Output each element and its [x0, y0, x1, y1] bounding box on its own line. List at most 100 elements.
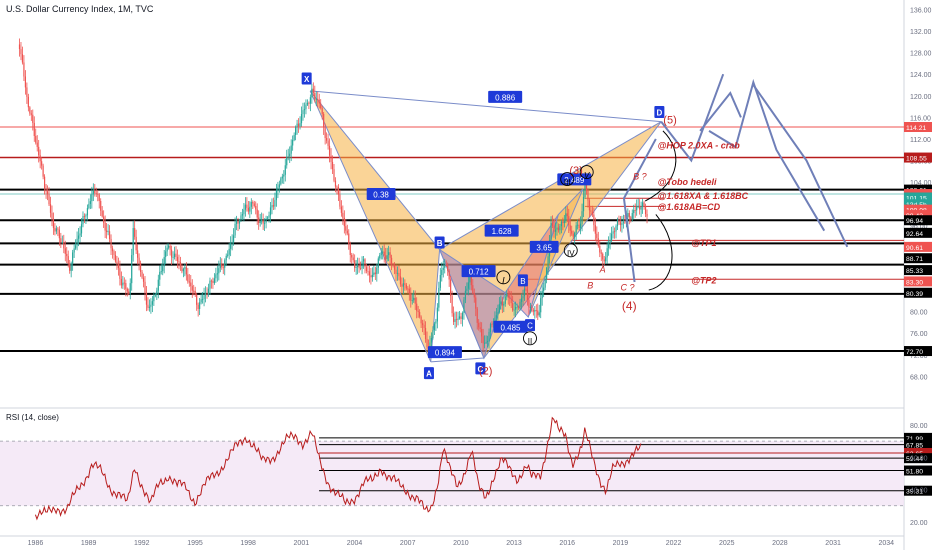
price-tag-bg: [904, 241, 932, 252]
candle-body: [411, 300, 413, 302]
price-tag: 114.21: [906, 125, 927, 132]
candle-body: [532, 309, 534, 312]
candle-body: [88, 203, 90, 209]
candle-body: [153, 295, 155, 302]
time-tick: 2016: [559, 540, 575, 547]
ac-line: [430, 357, 484, 363]
candle-body: [36, 142, 38, 147]
candle-body: [520, 298, 523, 302]
candle-body: [156, 290, 158, 295]
candle-body: [413, 297, 415, 301]
price-tick: 132.00: [910, 29, 932, 36]
candle-body: [388, 252, 390, 256]
ratio-label: 0.485: [500, 323, 521, 332]
candle-body: [216, 273, 218, 275]
candle-body: [160, 271, 162, 273]
candle-body: [454, 319, 456, 322]
candle-body: [108, 231, 111, 239]
candle-body: [383, 251, 385, 256]
candle-body: [64, 248, 66, 254]
candle-body: [452, 313, 455, 322]
candle-body: [582, 196, 585, 212]
candle-body: [398, 272, 400, 277]
ratio-label-bg: [529, 240, 559, 253]
price-tag-bg: [904, 346, 932, 357]
candle-body: [206, 293, 208, 295]
price-tag-bg: [904, 265, 932, 276]
candle-body: [395, 269, 397, 274]
candle-body: [528, 299, 530, 308]
candle-body: [66, 253, 68, 257]
candle-body: [207, 288, 210, 295]
candle-body: [27, 96, 29, 108]
price-tick: 104.00: [910, 180, 932, 187]
candle-body: [182, 268, 184, 272]
candle-body: [41, 161, 43, 166]
chart-title: U.S. Dollar Currency Index, 1M, TVC: [6, 4, 154, 14]
candle-body: [137, 250, 139, 258]
candle-body: [85, 215, 87, 217]
candle-body: [107, 231, 109, 233]
candle-body: [410, 293, 412, 301]
price-tag: 72.70: [906, 349, 923, 356]
candle-body: [45, 188, 47, 192]
candle-body: [578, 224, 580, 229]
candle-body: [616, 220, 619, 227]
candle-body: [126, 288, 128, 292]
wave-label: V: [584, 171, 590, 180]
candle-body: [278, 184, 280, 188]
candle-body: [179, 261, 182, 267]
candle-body: [390, 257, 393, 265]
candle-body: [169, 245, 171, 250]
candle-body: [117, 264, 120, 269]
candle-body: [299, 123, 301, 127]
candle-body: [185, 267, 187, 275]
candle-body: [212, 281, 214, 283]
candle-body: [243, 209, 245, 215]
candle-body: [46, 191, 49, 195]
candle-body: [596, 233, 598, 239]
candle-body: [348, 233, 350, 244]
harmonic-xab: [309, 90, 441, 363]
candle-body: [219, 264, 221, 269]
candle-body: [374, 272, 376, 275]
candle-body: [235, 220, 238, 224]
candle-body: [550, 222, 552, 241]
rsi-level-tag: 51.80: [906, 469, 923, 476]
candle-body: [200, 299, 202, 303]
price-tick: 96.00: [910, 223, 928, 230]
time-tick: 1995: [187, 540, 203, 547]
candle-body: [447, 265, 449, 271]
candle-body: [463, 299, 465, 314]
time-tick: 1992: [134, 540, 150, 547]
price-tick: 80.00: [910, 310, 928, 317]
candle-body: [602, 253, 604, 260]
candle-body: [132, 228, 134, 256]
candle-body: [640, 207, 642, 210]
candle-body: [551, 222, 554, 226]
candle-body: [72, 252, 74, 264]
candle-body: [300, 114, 303, 124]
candle-body: [159, 271, 161, 280]
point-label: A: [426, 370, 432, 379]
candle-body: [531, 307, 533, 310]
price-tag-bg: [904, 204, 932, 215]
point-label-bg: [475, 362, 486, 375]
price-tag: 90.61: [906, 245, 923, 252]
candle-body: [134, 228, 136, 237]
candle-body: [148, 306, 151, 308]
rsi-level-tag-bg: [904, 432, 932, 443]
candle-body: [94, 190, 96, 194]
wave-circle: [560, 172, 575, 187]
candle-body: [367, 270, 369, 272]
candle-body: [337, 187, 340, 195]
projection-path: [752, 84, 849, 248]
candle-body: [506, 294, 508, 297]
candle-body: [566, 213, 568, 217]
candle-body: [621, 223, 623, 226]
candle-body: [432, 330, 434, 338]
price-tag: 96.94: [906, 218, 923, 225]
annotation-text: @TP1: [691, 238, 716, 248]
candle-body: [396, 272, 399, 274]
